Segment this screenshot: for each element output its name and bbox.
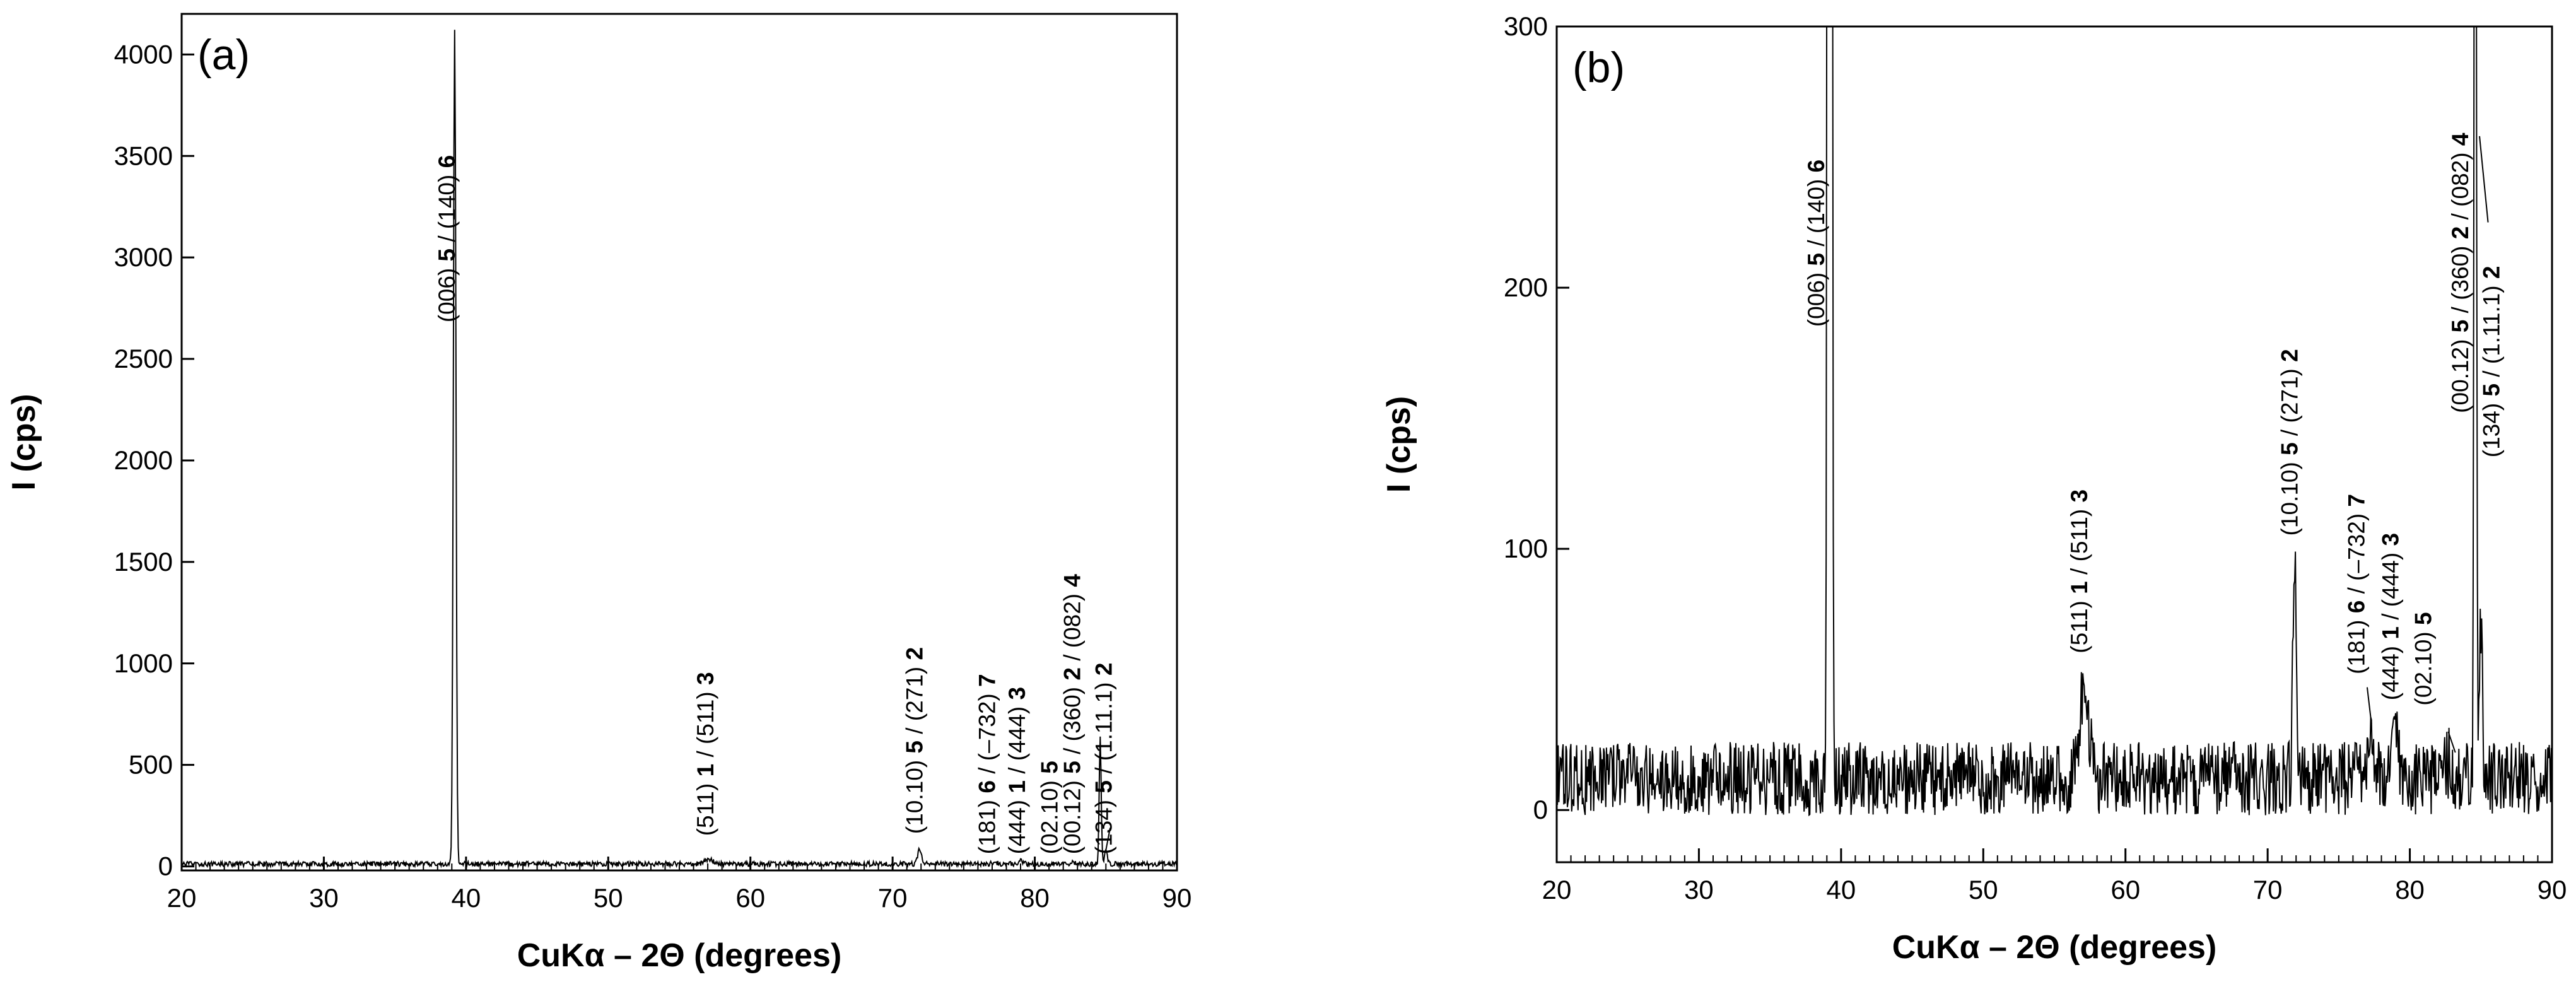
- plot-frame: [1555, 25, 2553, 863]
- y-tick-label: 100: [1504, 534, 1548, 563]
- x-tick-label: 50: [594, 883, 623, 913]
- y-axis-title: I (cps): [1381, 396, 1417, 493]
- peak-annotation: (00.12) 5 / (360) 2 / (082) 4: [2447, 132, 2473, 413]
- peak-annotation: (006) 5 / (140) 6: [1803, 160, 1829, 327]
- peak-annotation: (511) 1 / (511) 3: [693, 672, 718, 836]
- y-tick-label: 0: [158, 852, 173, 881]
- annotation-leader-line: [2447, 731, 2456, 753]
- x-axis-title: CuKα – 2Θ (degrees): [517, 937, 842, 974]
- annotation-leader-line: [2479, 136, 2489, 223]
- x-tick-label: 40: [1826, 875, 1856, 904]
- peak-annotation: (444) 1 / (444) 3: [1004, 687, 1030, 854]
- x-tick-label: 80: [1020, 883, 1050, 913]
- peak-annotation: (134) 5 / (1.11.1) 2: [1091, 663, 1116, 855]
- peak-annotation: (02.10) 5: [2410, 612, 2436, 705]
- y-tick-label: 3000: [114, 242, 173, 272]
- y-tick-label: 200: [1504, 272, 1548, 302]
- peak-annotation: (444) 1 / (444) 3: [2378, 533, 2404, 700]
- x-tick-label: 90: [2538, 875, 2567, 904]
- x-axis-title: CuKα – 2Θ (degrees): [1892, 929, 2217, 966]
- y-tick-label: 0: [1533, 795, 1548, 824]
- panel-label: (b): [1572, 44, 1625, 91]
- x-tick-label: 40: [451, 883, 481, 913]
- peak-annotation: (10.10) 5 / (271) 2: [901, 647, 927, 834]
- peak-annotation: (00.12) 5 / (360) 2 / (082) 4: [1060, 574, 1086, 855]
- x-tick-label: 30: [309, 883, 339, 913]
- y-tick-label: 300: [1504, 11, 1548, 41]
- y-tick-label: 1000: [114, 648, 173, 678]
- panel-label: (a): [197, 31, 250, 79]
- x-tick-label: 60: [735, 883, 765, 913]
- x-tick-label: 60: [2111, 875, 2140, 904]
- y-axis-title: I (cps): [6, 394, 42, 490]
- x-tick-label: 90: [1162, 883, 1192, 913]
- x-tick-label: 20: [167, 883, 197, 913]
- peak-annotation: (181) 6 / (–732) 7: [974, 674, 1000, 854]
- peak-annotation: (006) 5 / (140) 6: [434, 155, 460, 322]
- y-tick-label: 2500: [114, 344, 173, 373]
- x-tick-label: 30: [1684, 875, 1714, 904]
- peak-annotation: (511) 1 / (511) 3: [2066, 489, 2092, 653]
- peak-annotation: (10.10) 5 / (271) 2: [2276, 349, 2302, 536]
- y-tick-label: 4000: [114, 39, 173, 69]
- panel-a-xrd-pattern: 20 30 40 50 60 70 80 90 0 500 1000 1500 2000 2500 3000…: [6, 13, 1192, 974]
- peak-annotation: (02.10) 5: [1037, 761, 1063, 854]
- x-tick-label: 70: [878, 883, 908, 913]
- peak-annotation: (134) 5 / (1.11.1) 2: [2479, 266, 2505, 458]
- panel-b-xrd-pattern-zoomed: 20 30 40 50 60 70 80 90 0 100 200 300 CuKα – 2Θ (deg…: [1381, 11, 2567, 966]
- x-tick-label: 50: [1969, 875, 1998, 904]
- x-tick-label: 20: [1542, 875, 1572, 904]
- peak-annotation: (181) 6 / (–732) 7: [2343, 494, 2369, 674]
- y-tick-label: 500: [129, 750, 173, 780]
- x-tick-label: 70: [2253, 875, 2283, 904]
- y-tick-label: 1500: [114, 547, 173, 577]
- x-tick-label: 80: [2395, 875, 2425, 904]
- annotation-leader-line: [1105, 828, 1111, 851]
- y-tick-label: 2000: [114, 445, 173, 475]
- annotation-leader-line: [2366, 687, 2372, 724]
- xrd-intensity-line: [182, 30, 1177, 869]
- xrd-intensity-line: [1557, 26, 2552, 817]
- y-tick-label: 3500: [114, 141, 173, 170]
